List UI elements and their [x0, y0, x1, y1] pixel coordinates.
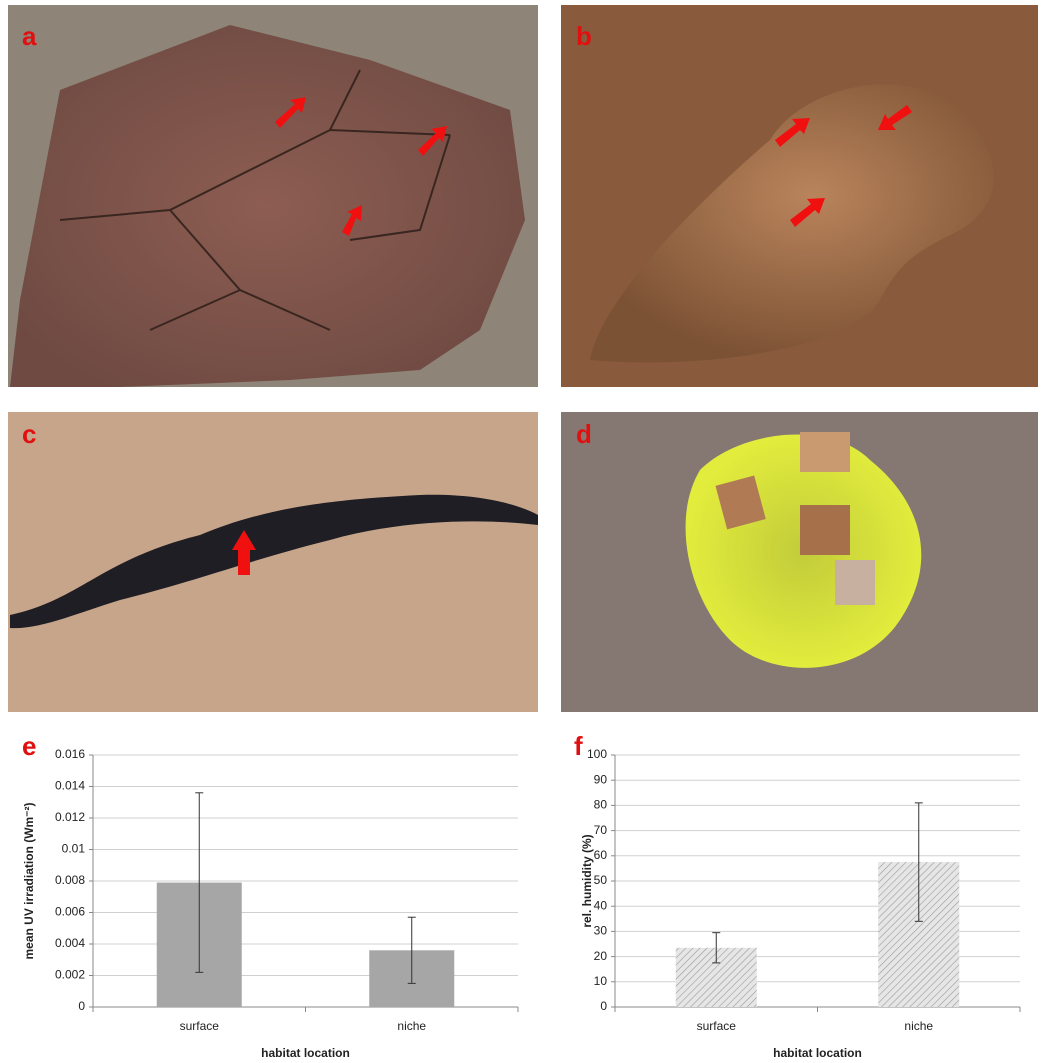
- y-tick-label: 60: [594, 848, 608, 862]
- y-tick-label: 30: [594, 924, 608, 938]
- y-tick-label: 0.002: [55, 968, 85, 982]
- y-tick-label: 40: [594, 898, 608, 912]
- y-tick-label: 100: [587, 747, 607, 761]
- y-tick-label: 50: [594, 873, 608, 887]
- y-tick-label: 90: [594, 772, 608, 786]
- x-tick-label: niche: [397, 1019, 426, 1033]
- y-tick-label: 0.008: [55, 873, 85, 887]
- y-tick-label: 10: [594, 974, 608, 988]
- y-tick-label: 20: [594, 949, 608, 963]
- x-tick-label: niche: [904, 1019, 933, 1033]
- x-tick-label: surface: [697, 1019, 737, 1033]
- y-tick-label: 0.006: [55, 905, 85, 919]
- photo-a: [8, 5, 538, 387]
- panel-label: b: [576, 21, 592, 51]
- y-tick-label: 0: [600, 999, 607, 1013]
- photo-b: [561, 5, 1038, 387]
- photo-d: [561, 412, 1038, 712]
- y-tick-label: 0.016: [55, 747, 85, 761]
- y-tick-label: 0.012: [55, 810, 85, 824]
- x-axis-label: habitat location: [261, 1046, 350, 1060]
- panel-label: e: [22, 731, 36, 761]
- y-tick-label: 0: [78, 999, 85, 1013]
- panel-label: d: [576, 419, 592, 449]
- y-axis-label: mean UV irradiation (Wm⁻²): [22, 802, 36, 959]
- panel-label: c: [22, 419, 36, 449]
- x-axis-label: habitat location: [773, 1046, 862, 1060]
- panel-label: f: [574, 731, 583, 761]
- y-tick-label: 70: [594, 823, 608, 837]
- x-tick-label: surface: [180, 1019, 220, 1033]
- y-tick-label: 0.01: [62, 842, 86, 856]
- figure: a b c d e 0 0.002 0.004 0.006 0.008 0.01 0.012 0…: [0, 0, 1041, 1063]
- y-tick-label: 0.014: [55, 779, 85, 793]
- panel-label: a: [22, 21, 37, 51]
- photo-c: [8, 412, 538, 712]
- y-axis-label: rel. humidity (%): [580, 834, 594, 927]
- y-tick-label: 0.004: [55, 936, 85, 950]
- y-tick-label: 80: [594, 798, 608, 812]
